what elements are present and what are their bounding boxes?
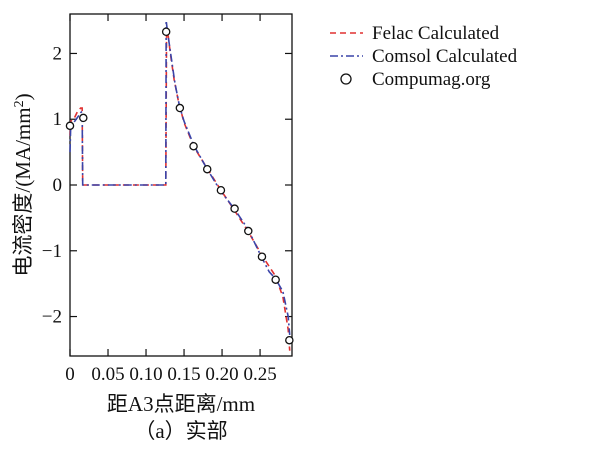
felac-series-line <box>69 29 291 351</box>
y-tick-label: 1 <box>53 109 63 130</box>
chart-caption: （a）实部 <box>134 419 227 443</box>
compumag-data-point <box>271 275 280 284</box>
comsol-series-line <box>69 20 291 336</box>
compumag-data-point <box>175 103 185 113</box>
legend-comsol-label: Comsol Calculated <box>372 46 518 67</box>
x-tick-label: 0.10 <box>129 364 162 385</box>
x-tick-label: 0.20 <box>205 364 238 385</box>
compumag-data-point <box>244 226 253 236</box>
y-axis-ticks: −2 −1 0 1 2 <box>42 43 292 328</box>
legend: Felac Calculated Comsol Calculated Compu… <box>330 23 518 90</box>
compumag-data-point <box>79 113 88 123</box>
compumag-data-point <box>65 121 75 131</box>
compumag-data-point <box>230 204 239 213</box>
y-tick-label: 2 <box>53 43 63 64</box>
compumag-data-point <box>161 27 171 37</box>
series-layer <box>65 20 294 351</box>
x-tick-label: 0 <box>65 364 75 385</box>
y-axis-label-sup: 2 <box>12 100 27 107</box>
x-tick-label: 0.05 <box>91 364 124 385</box>
compumag-data-point <box>285 335 294 345</box>
x-axis-label: 距A3点距离/mm <box>107 392 255 416</box>
y-tick-label: −1 <box>42 241 62 262</box>
x-axis-ticks: 0 0.05 0.10 0.15 0.20 0.25 <box>65 14 277 385</box>
compumag-data-point <box>257 252 267 261</box>
x-tick-label: 0.25 <box>243 364 276 385</box>
legend-compumag-marker <box>340 73 352 85</box>
y-axis-label-main: 电流密度/(MA/mm <box>11 107 35 276</box>
compumag-data-point <box>189 141 198 151</box>
compumag-data-point <box>216 186 226 195</box>
x-tick-label: 0.15 <box>167 364 200 385</box>
legend-felac-label: Felac Calculated <box>372 23 500 44</box>
compumag-data-point <box>202 164 212 174</box>
y-tick-label: 0 <box>53 175 63 196</box>
y-tick-label: −2 <box>42 307 62 328</box>
legend-compumag-label: Compumag.org <box>372 69 491 90</box>
y-axis-label-close: ) <box>11 93 35 100</box>
y-axis-label: 电流密度/(MA/mm2) <box>11 93 35 276</box>
